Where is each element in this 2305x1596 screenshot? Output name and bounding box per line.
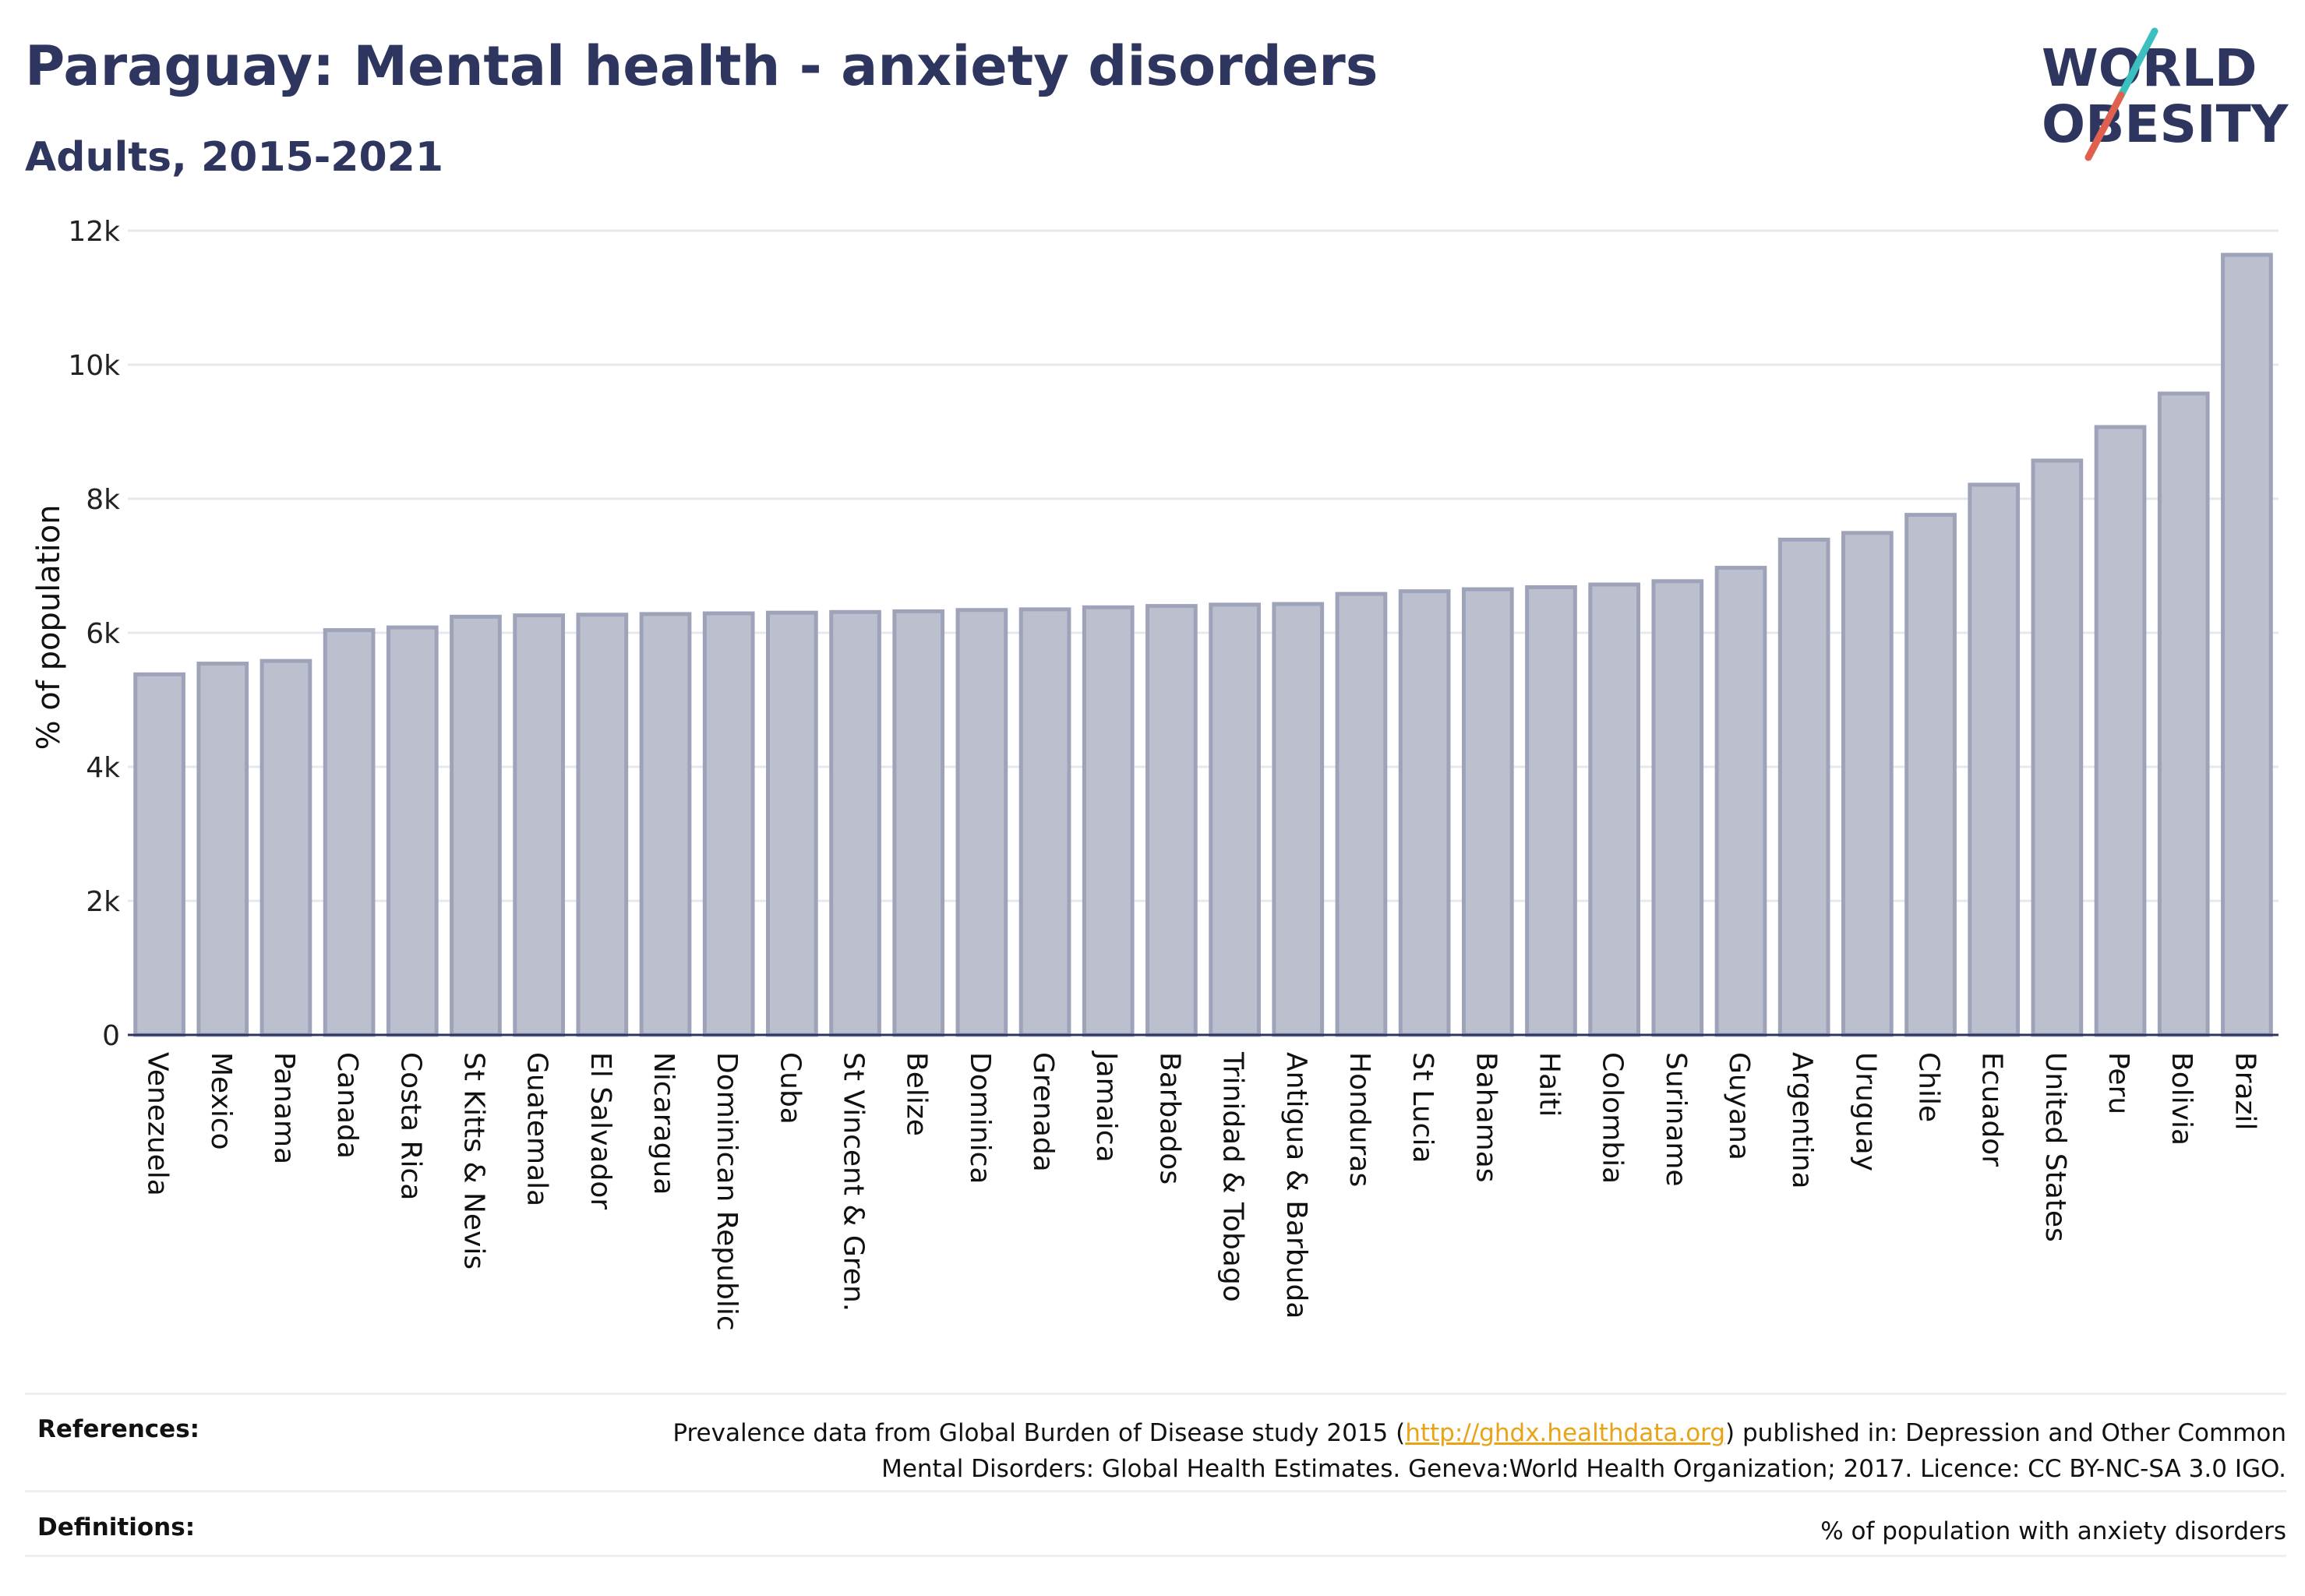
x-tick-label: Jamaica bbox=[1090, 1050, 1122, 1163]
x-tick-label: Bahamas bbox=[1470, 1052, 1502, 1183]
x-tick-label: Guatemala bbox=[521, 1052, 553, 1206]
bar[interactable] bbox=[2221, 252, 2273, 1037]
x-tick-label: Dominica bbox=[964, 1052, 996, 1185]
bar[interactable] bbox=[1525, 585, 1577, 1037]
y-tick-labels: 0 2k 4k 6k 8k 10k 12k bbox=[68, 216, 120, 1052]
bar[interactable] bbox=[1714, 566, 1767, 1037]
logo-slash-teal bbox=[2117, 27, 2159, 99]
bar[interactable] bbox=[1145, 604, 1198, 1037]
x-tick-label: St Lucia bbox=[1407, 1052, 1438, 1163]
bar[interactable] bbox=[1209, 602, 1261, 1037]
bar[interactable] bbox=[133, 672, 185, 1037]
x-tick-label: St Kitts & Nevis bbox=[457, 1052, 489, 1269]
x-tick-label: St Vincent & Gren. bbox=[838, 1052, 870, 1312]
x-tick-label: Colombia bbox=[1597, 1052, 1629, 1184]
x-tick-label: United States bbox=[2039, 1052, 2071, 1242]
references-label: References: bbox=[37, 1415, 200, 1443]
x-tick-label: Haiti bbox=[1533, 1052, 1565, 1117]
x-tick-label: Dominican Republic bbox=[711, 1052, 743, 1331]
x-tick-label: Canada bbox=[331, 1052, 363, 1159]
bar[interactable] bbox=[259, 659, 312, 1037]
bar[interactable] bbox=[2031, 458, 2084, 1037]
y-tick-label: 8k bbox=[86, 484, 120, 516]
references-line2: Mental Disorders: Global Health Estimate… bbox=[881, 1455, 2286, 1483]
x-tick-label: Panama bbox=[268, 1052, 300, 1164]
footer-separator-top bbox=[25, 1393, 2286, 1395]
bar[interactable] bbox=[450, 614, 502, 1037]
world-obesity-logo: WORLD OBESITY bbox=[2042, 27, 2289, 161]
x-tick-label: Barbados bbox=[1153, 1052, 1185, 1185]
x-tick-label: Costa Rica bbox=[394, 1052, 426, 1200]
y-tick-label: 12k bbox=[68, 216, 120, 248]
y-tick-label: 0 bbox=[102, 1020, 120, 1052]
x-tick-label: Grenada bbox=[1027, 1052, 1059, 1172]
y-tick-label: 10k bbox=[68, 350, 120, 382]
bar[interactable] bbox=[766, 610, 818, 1037]
bar[interactable] bbox=[386, 625, 439, 1037]
x-tick-label: Suriname bbox=[1660, 1052, 1692, 1187]
bar[interactable] bbox=[1018, 607, 1071, 1037]
bars bbox=[133, 252, 2273, 1037]
bar[interactable] bbox=[892, 609, 945, 1037]
references-text-start: Prevalence data from Global Burden of Di… bbox=[672, 1419, 1406, 1447]
bar[interactable] bbox=[1398, 589, 1451, 1037]
x-tick-label: Peru bbox=[2102, 1052, 2134, 1114]
definitions-label: Definitions: bbox=[37, 1513, 196, 1541]
bar[interactable] bbox=[1335, 591, 1388, 1037]
references-text: Prevalence data from Global Burden of Di… bbox=[494, 1415, 2286, 1487]
references-row: References: Prevalence data from Global … bbox=[25, 1412, 2286, 1498]
bar[interactable] bbox=[1904, 513, 1957, 1037]
x-tick-label: Bolivia bbox=[2166, 1052, 2197, 1146]
x-tick-label: Chile bbox=[1913, 1052, 1945, 1122]
bar[interactable] bbox=[639, 612, 692, 1037]
x-tick-label: Antigua & Barbuda bbox=[1280, 1052, 1312, 1319]
y-tick-label: 4k bbox=[86, 752, 120, 784]
footer-separator-bottom bbox=[25, 1555, 2286, 1557]
bar[interactable] bbox=[576, 613, 629, 1037]
logo-line2: OBESITY bbox=[2042, 94, 2289, 154]
bar-chart: 0 2k 4k 6k 8k 10k 12k Venezuela Mexico Panama Can… bbox=[31, 216, 2279, 1331]
x-tick-label: Brazil bbox=[2229, 1052, 2261, 1130]
references-text-end: ) published in: Depression and Other Com… bbox=[1725, 1419, 2286, 1447]
x-tick-label: Venezuela bbox=[142, 1052, 174, 1196]
bar[interactable] bbox=[1272, 602, 1325, 1037]
footer-separator-middle bbox=[25, 1490, 2286, 1492]
chart-title: Paraguay: Mental health - anxiety disord… bbox=[25, 34, 1378, 98]
logo-slash-red bbox=[2084, 91, 2125, 161]
x-tick-label: Uruguay bbox=[1849, 1052, 1881, 1171]
x-tick-label: El Salvador bbox=[584, 1052, 616, 1209]
bar[interactable] bbox=[1461, 587, 1514, 1037]
chart-subtitle: Adults, 2015-2021 bbox=[25, 134, 444, 181]
bar[interactable] bbox=[1777, 537, 1830, 1037]
x-tick-label: Cuba bbox=[774, 1052, 806, 1125]
y-axis-label: % of population bbox=[31, 505, 67, 750]
bar[interactable] bbox=[1082, 605, 1135, 1037]
x-tick-label: Nicaragua bbox=[648, 1052, 679, 1195]
bar[interactable] bbox=[323, 628, 376, 1037]
y-tick-label: 2k bbox=[86, 886, 120, 918]
x-tick-labels: Venezuela Mexico Panama Canada Costa Rica St … bbox=[142, 1050, 2261, 1331]
bar[interactable] bbox=[2094, 425, 2147, 1037]
x-tick-label: Mexico bbox=[205, 1052, 237, 1150]
bar[interactable] bbox=[955, 608, 1008, 1037]
bar[interactable] bbox=[1968, 482, 2021, 1037]
bar[interactable] bbox=[829, 609, 881, 1037]
definitions-text: % of population with anxiety disorders bbox=[1820, 1517, 2286, 1545]
x-tick-label: Guyana bbox=[1723, 1052, 1755, 1160]
x-tick-label: Argentina bbox=[1786, 1052, 1818, 1189]
definitions-row: Definitions: % of population with anxiet… bbox=[25, 1510, 2286, 1549]
y-tick-label: 6k bbox=[86, 618, 120, 650]
x-tick-label: Honduras bbox=[1343, 1052, 1375, 1187]
bar[interactable] bbox=[1588, 582, 1640, 1037]
bar[interactable] bbox=[513, 613, 565, 1037]
bar[interactable] bbox=[1651, 579, 1704, 1037]
references-link[interactable]: http://ghdx.healthdata.org bbox=[1405, 1419, 1726, 1447]
x-tick-label: Trinidad & Tobago bbox=[1217, 1051, 1249, 1302]
bar[interactable] bbox=[702, 611, 755, 1037]
bar[interactable] bbox=[2157, 391, 2210, 1037]
bar[interactable] bbox=[196, 662, 249, 1037]
x-tick-label: Belize bbox=[901, 1052, 933, 1136]
bar[interactable] bbox=[1841, 531, 1894, 1037]
x-tick-label: Ecuador bbox=[1976, 1052, 2008, 1167]
